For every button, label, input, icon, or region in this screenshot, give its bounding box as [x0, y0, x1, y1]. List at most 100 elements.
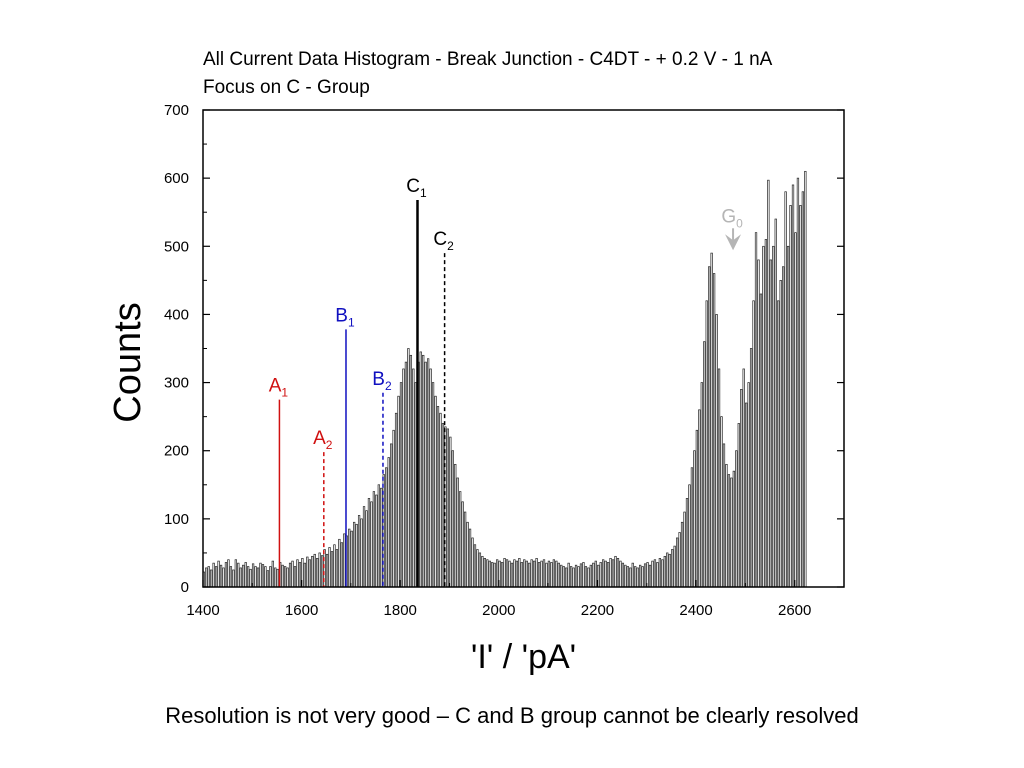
histogram-bar [328, 547, 331, 588]
histogram-bar [671, 549, 674, 588]
histogram-bar [535, 558, 538, 588]
histogram-bar [666, 552, 669, 588]
histogram-bar [619, 560, 622, 588]
histogram-bar [629, 567, 632, 588]
histogram-bar [621, 562, 625, 588]
annotation-label: G0 [721, 206, 743, 230]
annotation-label: A1 [269, 376, 289, 400]
histogram-bar [579, 563, 583, 588]
histogram-bar [461, 501, 464, 588]
histogram-bar [643, 563, 647, 588]
histogram-bar [340, 542, 343, 588]
histogram-bar [747, 382, 750, 588]
histogram-bar [550, 562, 553, 588]
histogram-bar [348, 528, 351, 588]
histogram-bar [380, 487, 383, 588]
histogram-bar [676, 537, 679, 588]
x-tick-label: 2200 [581, 602, 614, 619]
histogram-bar [205, 567, 208, 588]
histogram-bar [589, 564, 592, 588]
histogram-bar [214, 566, 218, 588]
histogram-bar [732, 470, 735, 588]
histogram-bar [779, 280, 782, 588]
histogram-bar [219, 564, 223, 588]
histogram-bar [624, 564, 627, 588]
histogram-bar [639, 564, 642, 588]
histogram-bar [695, 429, 698, 588]
histogram-bar [350, 530, 353, 588]
histogram-bar [518, 558, 521, 588]
histogram-bar [604, 560, 607, 588]
histogram-bar [631, 562, 634, 588]
histogram-bars [202, 170, 807, 588]
histogram-bar [693, 450, 696, 588]
y-tick-label: 400 [164, 306, 189, 323]
annotation-label: A2 [313, 428, 333, 452]
histogram-bar [473, 544, 477, 588]
annotation-b2: B2 [372, 369, 392, 587]
histogram-bar [683, 511, 686, 588]
histogram-bar [407, 348, 410, 588]
histogram-bar [325, 553, 329, 588]
histogram-bar [749, 348, 753, 588]
annotation-c1: C1 [406, 176, 427, 587]
histogram-bar [653, 559, 657, 588]
histogram-bar [353, 521, 356, 588]
histogram-bar [794, 232, 797, 588]
histogram-bar [372, 491, 376, 588]
histogram-bar [276, 568, 279, 588]
histogram-bar [708, 266, 711, 588]
histogram-bar [296, 559, 299, 588]
y-tick-label: 200 [164, 443, 189, 460]
histogram-bar [362, 506, 366, 588]
y-tick-label: 600 [164, 170, 189, 187]
histogram-bar [616, 558, 620, 588]
histogram-bar [725, 463, 728, 588]
histogram-bar [712, 273, 716, 588]
histogram-bar [269, 566, 272, 588]
histogram-bar [690, 467, 694, 588]
histogram-bar [247, 566, 250, 588]
histogram-bar [335, 549, 339, 588]
histogram-bar [370, 501, 373, 588]
histogram-bar [720, 416, 723, 588]
histogram-bar [565, 567, 568, 588]
annotation-label: B1 [335, 305, 355, 329]
histogram-bar [466, 521, 469, 588]
histogram-bar [614, 555, 617, 588]
histogram-bar [678, 532, 681, 588]
histogram-bar [419, 351, 422, 588]
histogram-bar [451, 450, 454, 588]
histogram-bar [481, 555, 484, 588]
histogram-bar [577, 566, 580, 588]
annotation-b1: B1 [335, 305, 355, 587]
histogram-bar [804, 170, 807, 588]
x-tick-label: 1600 [285, 602, 318, 619]
histogram-bar [555, 560, 558, 588]
histogram-bar [468, 528, 472, 588]
histogram-bar [533, 560, 536, 588]
histogram-bar [234, 559, 237, 588]
histogram-bar [365, 510, 368, 588]
histogram-bar [730, 477, 733, 588]
histogram-bar [661, 559, 664, 588]
histogram-bar [397, 395, 400, 588]
histogram-bar [471, 537, 474, 588]
histogram-bar [394, 412, 398, 588]
histogram-bar [274, 567, 277, 588]
histogram-bar [789, 205, 792, 588]
annotation-label: B2 [372, 369, 392, 393]
histogram-bar [456, 477, 459, 588]
histogram-bar [313, 553, 316, 588]
histogram-bar [569, 566, 573, 588]
histogram-bar [357, 515, 361, 588]
histogram-bar [572, 567, 575, 588]
histogram-bar [367, 498, 371, 588]
histogram-bar [587, 567, 590, 588]
histogram-bar [244, 562, 247, 588]
histogram-bar [528, 562, 531, 588]
histogram-bar [239, 567, 242, 588]
histogram-bar [333, 544, 336, 588]
histogram-bar [685, 498, 689, 588]
